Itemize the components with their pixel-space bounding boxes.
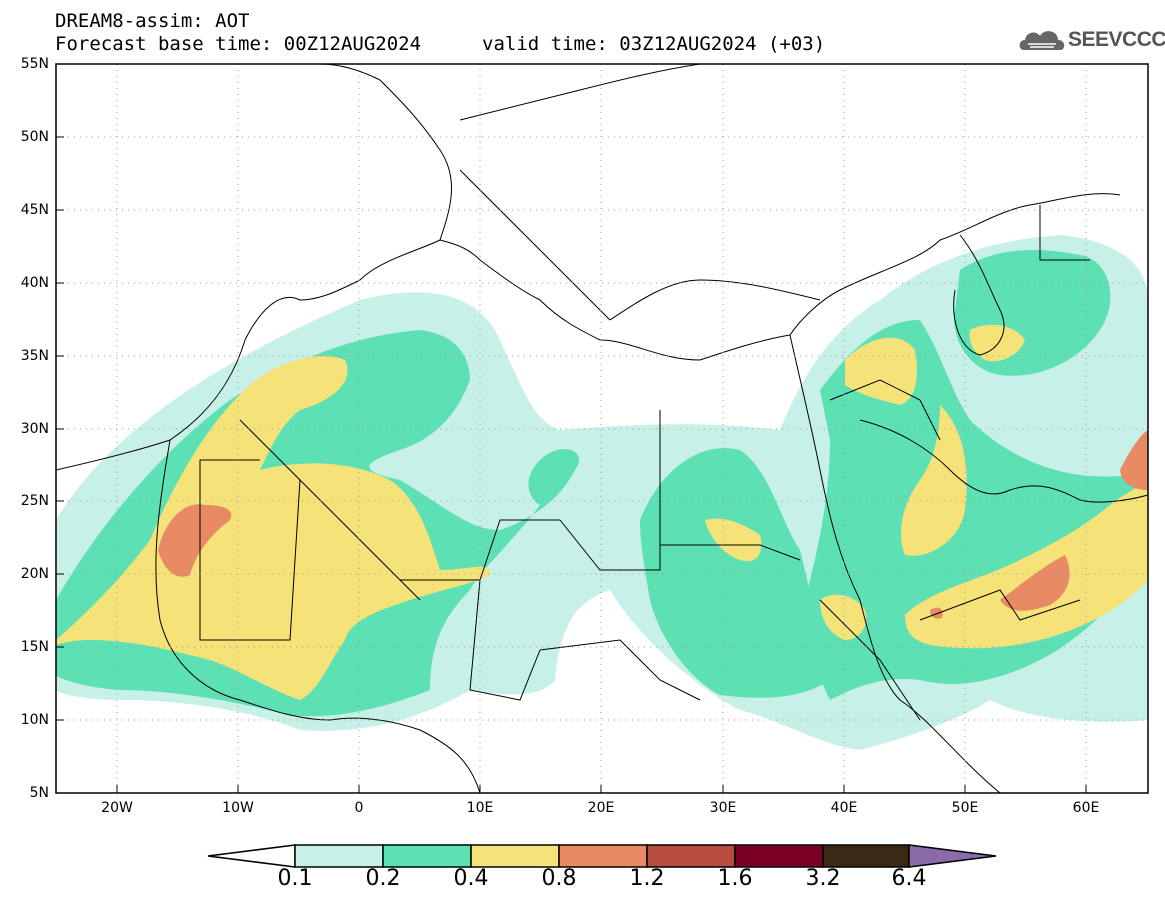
colorbar-label: 0.8 <box>541 866 577 891</box>
lat-label: 5N <box>29 785 49 801</box>
lon-label: 50E <box>951 800 979 816</box>
lon-label: 30E <box>709 800 737 816</box>
lat-label: 50N <box>20 129 49 145</box>
lat-label: 25N <box>20 493 49 509</box>
colorbar-swatch-1 <box>382 844 472 868</box>
logo-text: SEEVCCC <box>1068 28 1165 51</box>
colorbar-swatch-2 <box>470 844 560 868</box>
valid-time: valid time: 03Z12AUG2024 (+03) <box>482 33 826 55</box>
lon-label: 10W <box>222 800 254 816</box>
colorbar-label: 0.2 <box>365 866 401 891</box>
cloud-icon <box>1019 31 1065 50</box>
lat-label: 40N <box>20 275 49 291</box>
colorbar-label: 0.4 <box>453 866 489 891</box>
colorbar <box>207 844 997 868</box>
colorbar-label: 0.1 <box>277 866 313 891</box>
colorbar-high-triangle <box>908 844 997 868</box>
lat-label: 45N <box>20 202 49 218</box>
lon-label: 40E <box>830 800 858 816</box>
lon-label: 0 <box>354 800 364 816</box>
lat-label: 15N <box>20 639 49 655</box>
colorbar-label: 1.6 <box>717 866 753 891</box>
coastlines <box>56 64 1148 793</box>
colorbar-swatch-6 <box>822 844 910 868</box>
lat-label: 35N <box>20 348 49 364</box>
lon-label: 20E <box>587 800 615 816</box>
colorbar-swatch-3 <box>558 844 648 868</box>
gridlines <box>56 64 1148 793</box>
title-line1: DREAM8-assim: AOT <box>55 10 250 32</box>
aot-level-0.8 <box>158 430 1148 619</box>
lat-label: 10N <box>20 712 49 728</box>
title-line2: Forecast base time: 00Z12AUG2024 <box>55 33 422 55</box>
colorbar-swatch-0 <box>294 844 384 868</box>
colorbar-label: 1.2 <box>629 866 665 891</box>
map-area <box>56 64 1148 793</box>
aot-level-0.4 <box>56 324 1148 700</box>
lat-label: 20N <box>20 566 49 582</box>
colorbar-swatch-4 <box>646 844 736 868</box>
colorbar-swatch-5 <box>734 844 824 868</box>
lat-label: 55N <box>20 56 49 72</box>
colorbar-label: 6.4 <box>891 866 927 891</box>
lon-label: 10E <box>466 800 494 816</box>
lon-label: 20W <box>101 800 133 816</box>
lon-label: 60E <box>1072 800 1100 816</box>
lat-label: 30N <box>20 421 49 437</box>
colorbar-label: 3.2 <box>805 866 841 891</box>
colorbar-low-triangle <box>207 844 296 868</box>
axis-ticks <box>56 136 1087 793</box>
